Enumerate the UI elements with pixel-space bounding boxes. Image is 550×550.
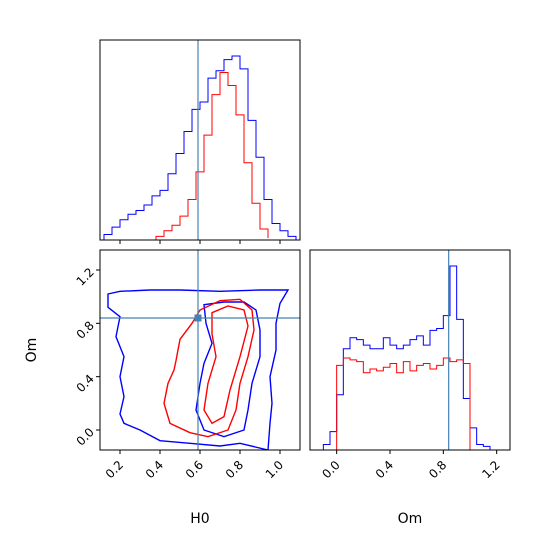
hist-om-xtick-label-0: 0.0 (319, 458, 342, 481)
contour-h0-om-xtick-label-1: 0.4 (143, 458, 166, 481)
panel-h0-om-contour: 0.2 0.4 0.6 0.8 1.0 0.0 0.4 0.8 1.2 (74, 249, 301, 481)
truth-marker (194, 314, 202, 322)
hist-om-xtick-label-1: 0.4 (373, 458, 396, 481)
contour-h0-om-ytick-label-0: 0.0 (74, 425, 97, 448)
contour-blue-0 (107, 289, 290, 450)
panel-om-histogram: 0.0 0.4 0.8 1.2 (309, 249, 511, 481)
contour-red-2 (163, 298, 255, 438)
contour-h0-om-xtick-label-0: 0.2 (103, 458, 126, 481)
contour-h0-om-ytick-label-2: 0.8 (74, 318, 97, 341)
x-axis-label-h0: H0 (190, 511, 209, 527)
hist-om-frame (309, 249, 511, 451)
hist-h0-series-blue (103, 55, 297, 240)
contour-h0-om-xtick-label-2: 0.6 (183, 458, 206, 481)
hist-h0-frame (99, 39, 301, 241)
y-axis-label-om: Om (24, 338, 40, 363)
hist-om-series-red (336, 357, 471, 450)
contour-h0-om-ytick-label-3: 1.2 (74, 265, 97, 288)
x-axis-label-om: Om (398, 511, 423, 527)
hist-om-xtick-label-2: 0.8 (426, 458, 449, 481)
contour-h0-om-ytick-label-1: 0.4 (74, 372, 97, 395)
contour-blue-1 (195, 301, 261, 438)
hist-om-xtick-label-3: 1.2 (479, 458, 502, 481)
hist-om-series-blue (322, 265, 491, 450)
contour-h0-om-xtick-label-4: 1.0 (263, 458, 286, 481)
panel-h0-histogram (99, 39, 301, 244)
contour-red-3 (203, 305, 249, 425)
hist-h0-series-red (155, 72, 269, 240)
contour-h0-om-xtick-label-3: 0.8 (223, 458, 246, 481)
